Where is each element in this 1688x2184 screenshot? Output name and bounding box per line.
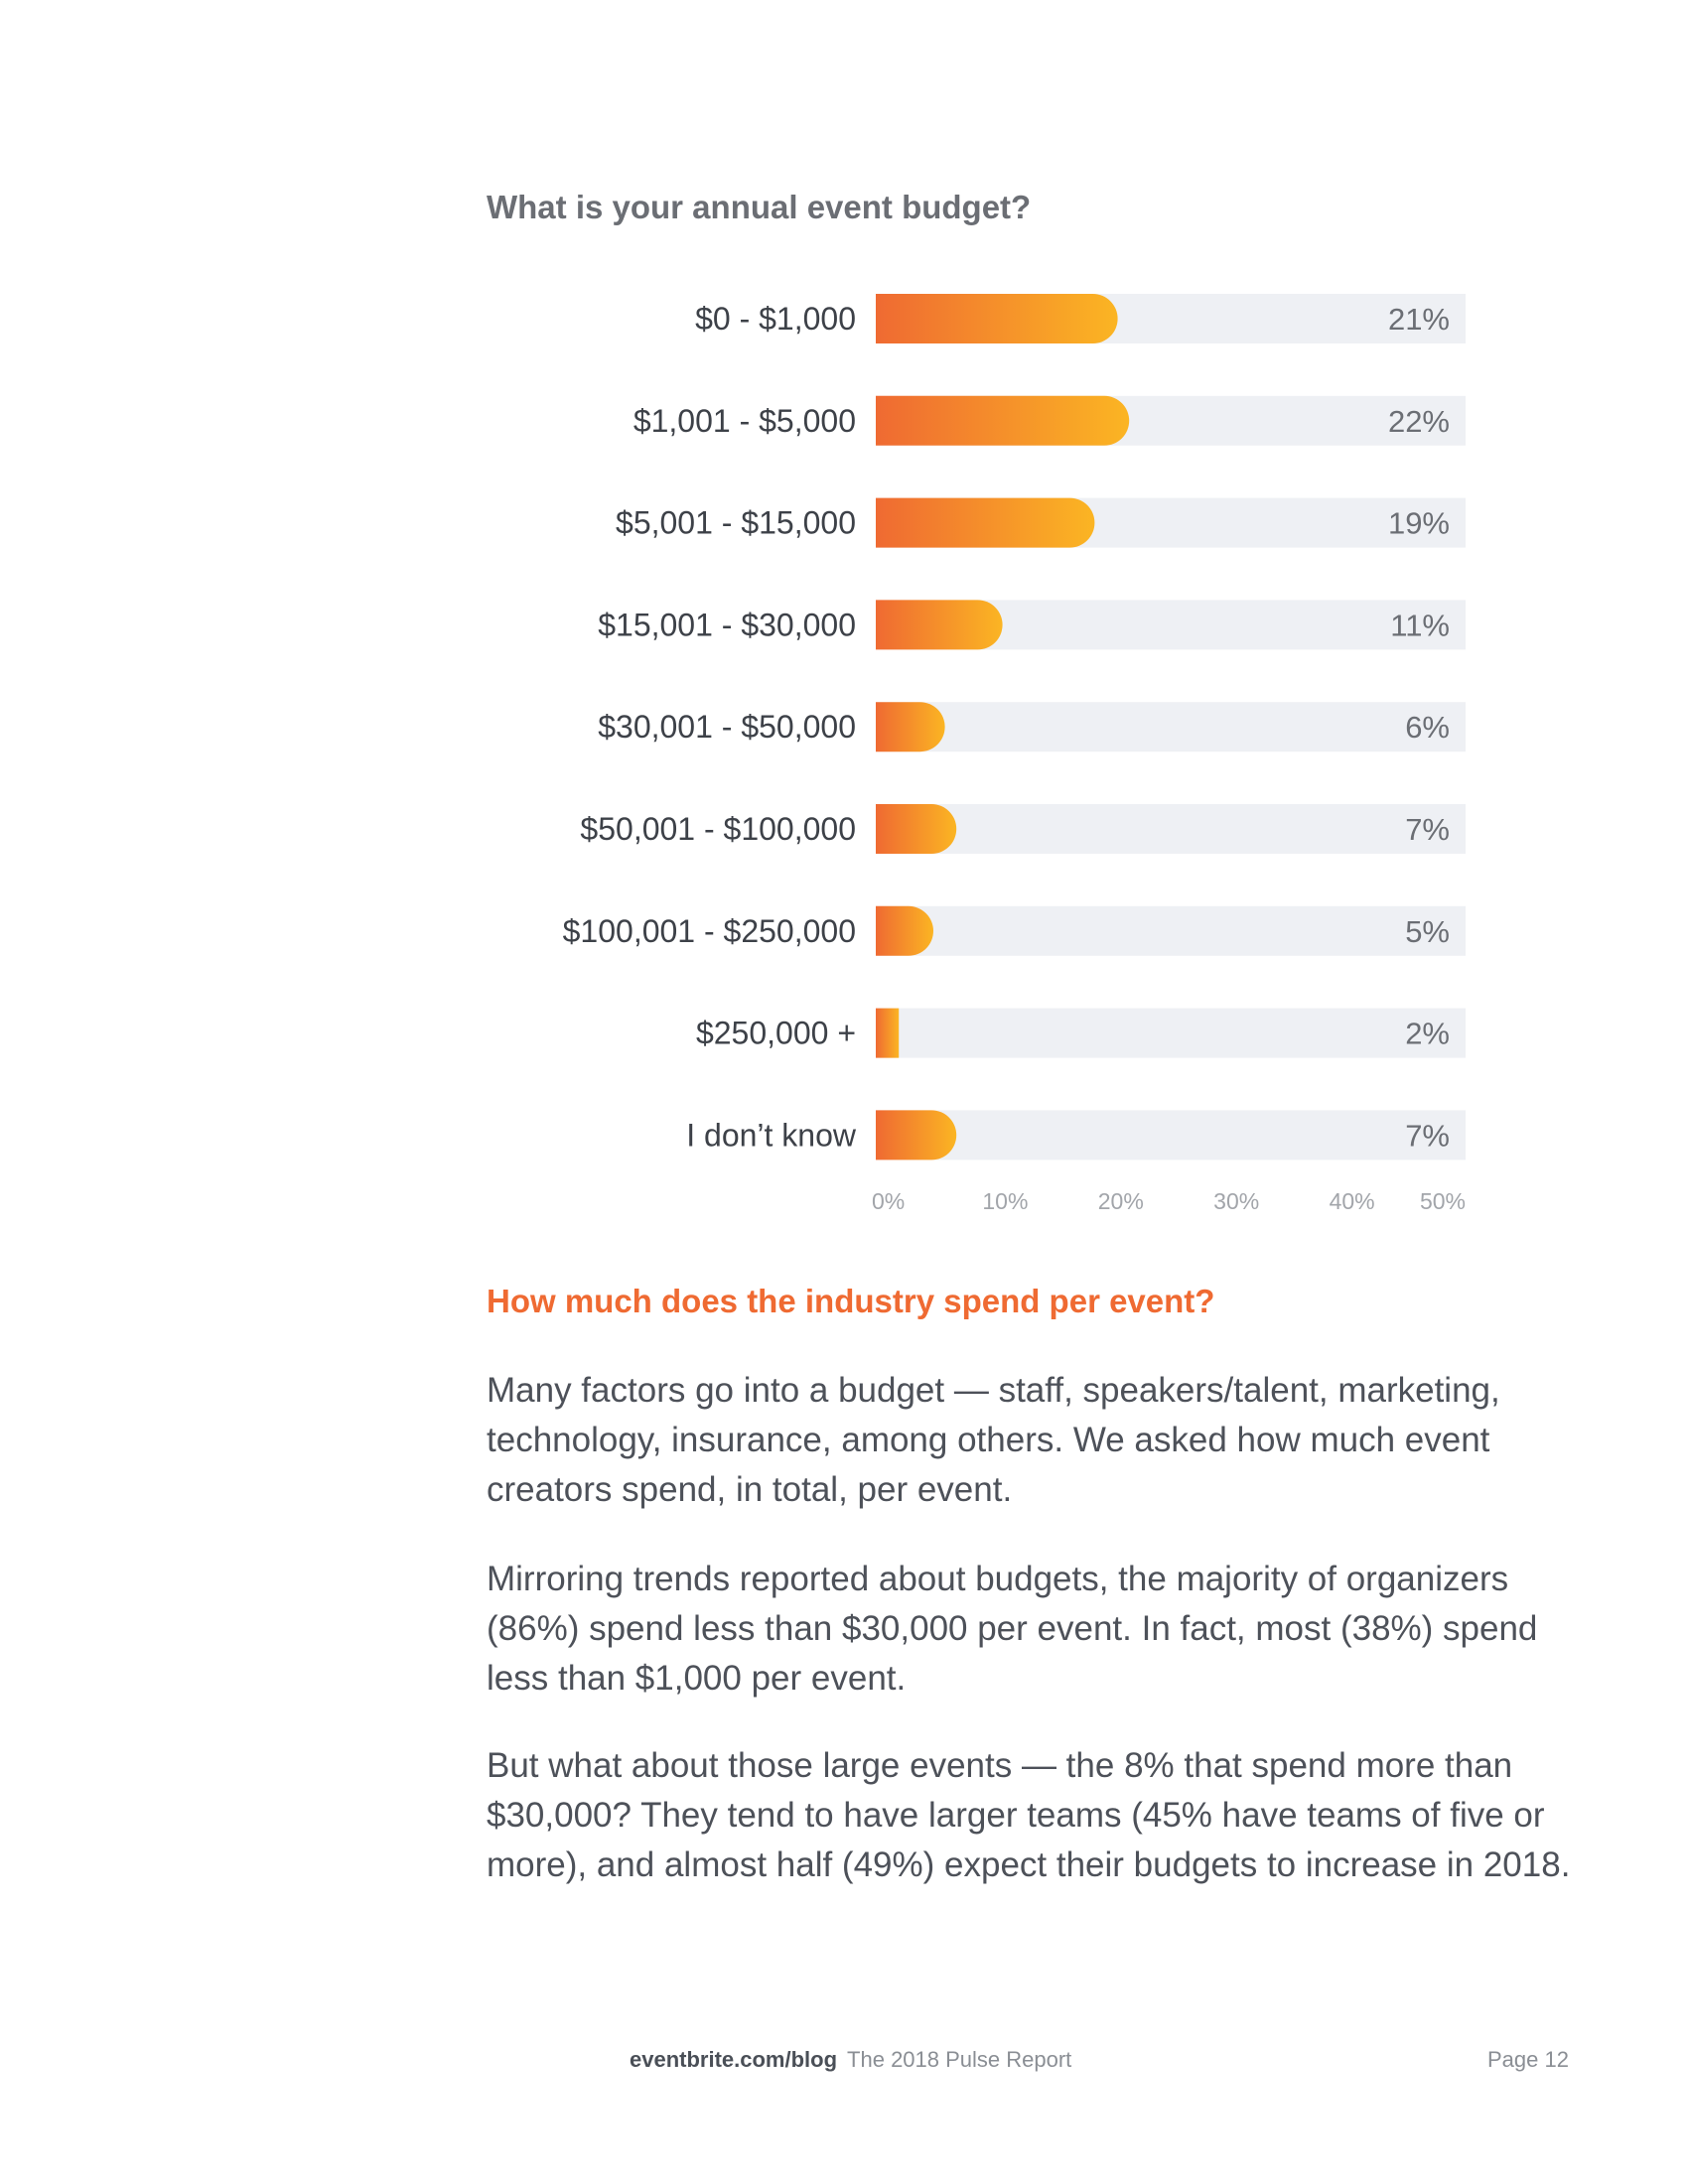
x-tick-label: 50% (1420, 1188, 1466, 1214)
bar (876, 702, 945, 752)
bar (876, 294, 1118, 343)
footer-source: eventbrite.com/blog The 2018 Pulse Report (630, 2047, 1071, 2073)
value-label: 5% (1405, 914, 1450, 949)
section-heading: How much does the industry spend per eve… (487, 1283, 1215, 1319)
footer-report-name: The 2018 Pulse Report (847, 2047, 1072, 2072)
bar-track (876, 702, 1466, 752)
x-tick-label: 20% (1098, 1188, 1144, 1214)
bar (876, 497, 1095, 548)
x-tick-label: 40% (1330, 1188, 1375, 1214)
body-paragraph: Many factors go into a budget — staff, s… (487, 1371, 1500, 1509)
bar-track (876, 804, 1466, 854)
category-label: $250,000 + (696, 1016, 856, 1051)
bar-track (876, 1008, 1466, 1058)
value-label: 22% (1388, 404, 1450, 439)
category-label: $5,001 - $15,000 (616, 505, 856, 541)
category-label: $50,001 - $100,000 (580, 811, 856, 847)
bar (876, 804, 957, 854)
bar (876, 1008, 900, 1058)
bar (876, 1110, 957, 1160)
value-label: 19% (1388, 506, 1450, 541)
category-label: $30,001 - $50,000 (598, 709, 856, 745)
body-paragraph: Mirroring trends reported about budgets,… (487, 1560, 1538, 1698)
page-number: Page 12 (1487, 2047, 1569, 2072)
category-label: I don’t know (686, 1117, 857, 1153)
category-label: $100,001 - $250,000 (563, 913, 856, 949)
bar-track (876, 905, 1466, 956)
body-paragraph: But what about those large events — the … (487, 1746, 1571, 1884)
footer-site-link[interactable]: eventbrite.com/blog (630, 2047, 838, 2072)
bar (876, 395, 1130, 446)
category-label: $15,001 - $30,000 (598, 607, 856, 642)
category-label: $1,001 - $5,000 (633, 403, 856, 439)
x-tick-label: 30% (1213, 1188, 1259, 1214)
value-label: 21% (1388, 302, 1450, 337)
value-label: 7% (1405, 812, 1450, 847)
value-label: 6% (1405, 710, 1450, 745)
chart-title: What is your annual event budget? (487, 189, 1032, 225)
x-tick-label: 0% (872, 1188, 905, 1214)
bar (876, 600, 1003, 650)
budget-bar-chart: $0 - $1,000 21% $1,001 - $5,000 22% $5,001 -… (563, 294, 1466, 1214)
value-label: 11% (1390, 608, 1450, 642)
value-label: 2% (1405, 1017, 1450, 1051)
category-label: $0 - $1,000 (695, 301, 856, 337)
bar (876, 905, 933, 956)
value-label: 7% (1405, 1118, 1450, 1153)
x-tick-label: 10% (982, 1188, 1028, 1214)
bar-track (876, 1110, 1466, 1160)
